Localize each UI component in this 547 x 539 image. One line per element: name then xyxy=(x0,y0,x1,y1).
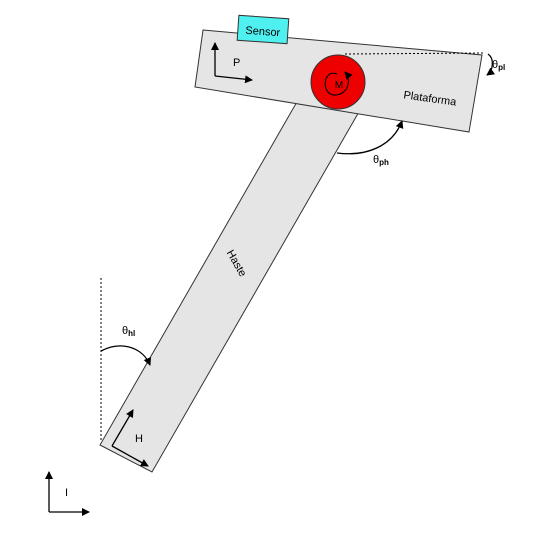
rod-frame-y-axis xyxy=(111,409,134,447)
motor-rotation-icon xyxy=(324,71,353,96)
platform-reference-line xyxy=(344,52,486,55)
rod-frame-label: H xyxy=(135,433,143,445)
platform-frame-label: P xyxy=(233,57,240,69)
angle-hl-label: θhl xyxy=(122,325,135,338)
sensor-label: Sensor xyxy=(245,25,281,39)
platform-frame-x-axis xyxy=(214,75,253,84)
sensor-box xyxy=(236,14,290,45)
motor-circle xyxy=(310,54,366,110)
rod-frame-x-axis xyxy=(111,445,149,467)
angle-pl-label: θpl xyxy=(492,59,505,72)
angle-hl-arc xyxy=(100,345,152,366)
angle-ph-arc xyxy=(336,120,404,155)
motor-label: M xyxy=(335,80,343,91)
inertial-frame-label: I xyxy=(65,487,68,499)
rod-body xyxy=(99,99,361,473)
angle-ph-label: θph xyxy=(373,154,389,167)
angle-pl-arc xyxy=(486,53,496,76)
